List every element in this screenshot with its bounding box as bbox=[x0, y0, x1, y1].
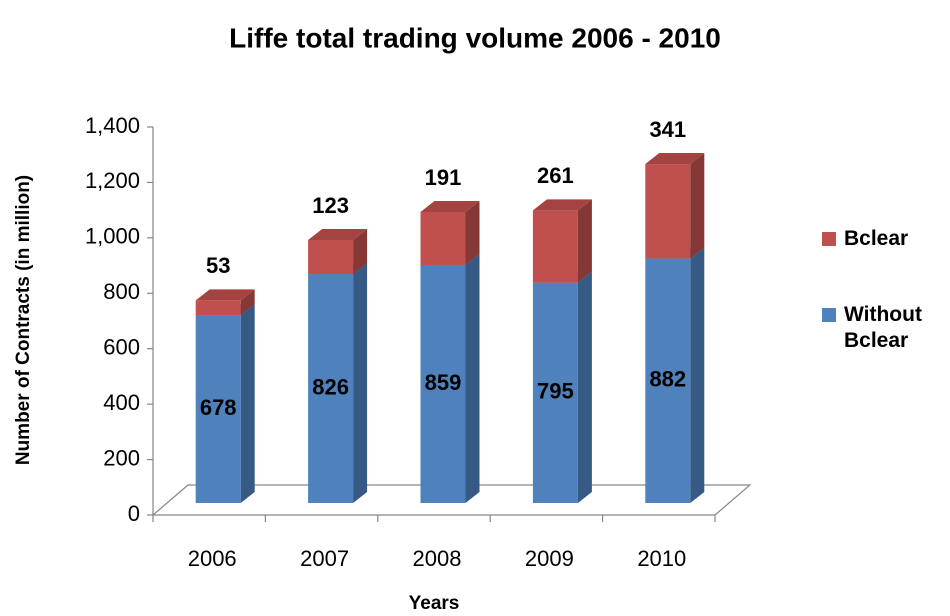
y-tick-label: 1,200 bbox=[85, 168, 140, 193]
legend-label: Bclear bbox=[844, 227, 909, 250]
legend-label: Without Bclear bbox=[844, 303, 922, 352]
data-label: 53 bbox=[206, 253, 230, 278]
bar-side bbox=[690, 247, 705, 503]
x-tick-label: 2010 bbox=[637, 546, 686, 571]
data-label: 191 bbox=[425, 165, 462, 190]
data-label: 826 bbox=[312, 374, 349, 399]
bar-side bbox=[465, 253, 480, 503]
data-label: 341 bbox=[649, 117, 686, 142]
bar-segment bbox=[195, 300, 241, 316]
bar-side bbox=[577, 271, 592, 503]
data-label: 882 bbox=[649, 367, 686, 392]
y-tick-label: 1,000 bbox=[85, 224, 140, 249]
x-axis-label: Years bbox=[409, 593, 460, 614]
y-tick-label: 200 bbox=[103, 445, 140, 470]
bar-side bbox=[240, 304, 255, 503]
legend-swatch bbox=[822, 232, 836, 246]
legend-item: Without Bclear bbox=[822, 302, 944, 354]
x-tick-label: 2006 bbox=[188, 546, 237, 571]
bar-segment bbox=[645, 258, 691, 503]
data-label: 261 bbox=[537, 163, 574, 188]
y-tick-label: 600 bbox=[103, 335, 140, 360]
bar-segment bbox=[420, 212, 466, 265]
x-tick-label: 2009 bbox=[525, 546, 574, 571]
bar-segment bbox=[532, 282, 578, 503]
bar-segment bbox=[308, 239, 354, 275]
data-label: 123 bbox=[312, 193, 349, 218]
bar-side bbox=[353, 263, 368, 503]
y-axis-label: Number of Contracts (in million) bbox=[13, 175, 34, 465]
bar-side bbox=[353, 228, 368, 275]
bar-segment bbox=[645, 164, 691, 259]
bar-top bbox=[308, 228, 368, 240]
y-tick-label: 0 bbox=[128, 501, 140, 526]
bar-top bbox=[532, 199, 592, 211]
floor bbox=[151, 484, 752, 516]
bar-top bbox=[645, 153, 705, 165]
legend-item: Bclear bbox=[822, 226, 944, 252]
bar-segment bbox=[195, 315, 241, 503]
bar-segment bbox=[532, 210, 578, 283]
bar-side bbox=[577, 199, 592, 283]
bar-side bbox=[240, 289, 255, 316]
chart-title: Liffe total trading volume 2006 - 2010 bbox=[229, 22, 721, 53]
legend-swatch bbox=[822, 308, 836, 322]
bar-segment bbox=[420, 264, 466, 503]
y-tick-label: 1,400 bbox=[85, 113, 140, 138]
x-tick-label: 2007 bbox=[300, 546, 349, 571]
bar-top bbox=[195, 289, 255, 301]
data-label: 795 bbox=[537, 379, 574, 404]
bar-segment bbox=[308, 274, 354, 503]
bar-top bbox=[420, 201, 480, 212]
bar-side bbox=[690, 153, 705, 259]
data-label: 678 bbox=[200, 395, 237, 420]
y-tick-label: 400 bbox=[103, 390, 140, 415]
y-tick-label: 800 bbox=[103, 279, 140, 304]
data-label: 859 bbox=[425, 370, 462, 395]
x-tick-label: 2008 bbox=[413, 546, 462, 571]
bar-side bbox=[465, 201, 480, 265]
